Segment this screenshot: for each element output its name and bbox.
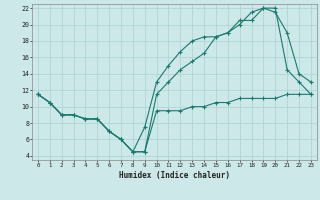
X-axis label: Humidex (Indice chaleur): Humidex (Indice chaleur) (119, 171, 230, 180)
